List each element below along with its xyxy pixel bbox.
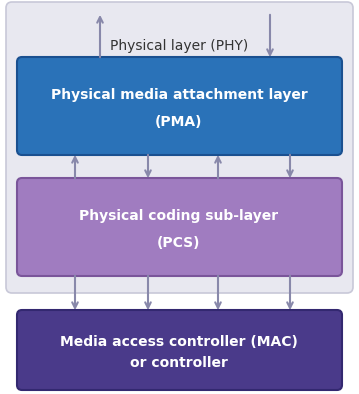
FancyBboxPatch shape — [6, 2, 353, 293]
Text: (PMA): (PMA) — [155, 115, 203, 129]
Text: or controller: or controller — [130, 356, 228, 370]
Text: Media access controller (MAC): Media access controller (MAC) — [60, 335, 298, 349]
Text: Physical layer (PHY): Physical layer (PHY) — [110, 39, 248, 53]
Text: Physical coding sub-layer: Physical coding sub-layer — [79, 210, 279, 223]
Text: (PCS): (PCS) — [157, 236, 201, 250]
FancyBboxPatch shape — [17, 178, 342, 276]
FancyBboxPatch shape — [17, 57, 342, 155]
Text: Physical media attachment layer: Physical media attachment layer — [51, 88, 307, 102]
FancyBboxPatch shape — [17, 310, 342, 390]
